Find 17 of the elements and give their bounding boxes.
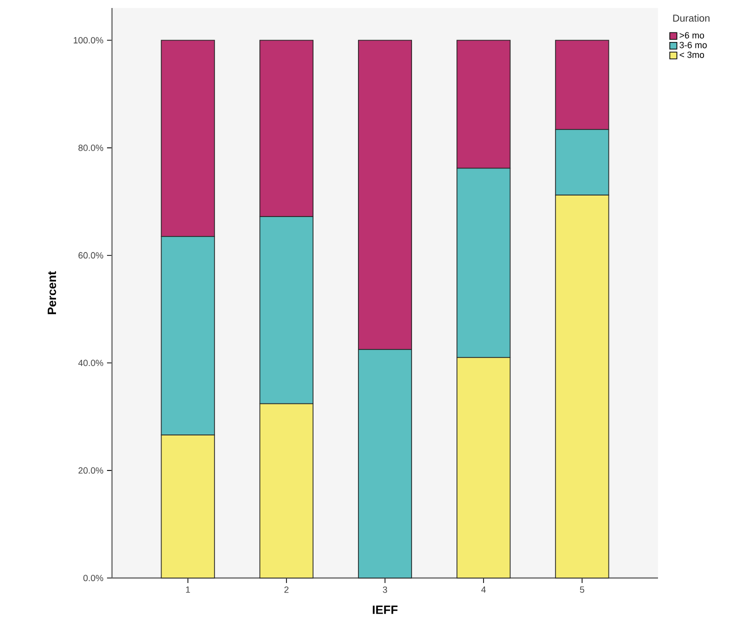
- y-tick-label: 0.0%: [83, 574, 104, 582]
- x-tick-label: 5: [580, 586, 584, 593]
- y-tick-label: 20.0%: [78, 467, 104, 474]
- x-tick-label: 4: [481, 586, 486, 593]
- legend-title: Duration: [673, 14, 710, 22]
- x-tick-label: 2: [284, 586, 288, 593]
- legend-label: >6 mo: [680, 32, 704, 38]
- x-tick-label: 1: [186, 586, 190, 593]
- legend-label: 3-6 mo: [680, 42, 707, 48]
- y-tick-label: 60.0%: [78, 252, 104, 259]
- legend-label: < 3mo: [680, 52, 704, 58]
- y-axis-title: Percent: [48, 271, 56, 314]
- y-tick-label: 100.0%: [74, 37, 104, 44]
- x-axis-title: IEFF: [372, 606, 398, 614]
- x-tick-label: 3: [382, 586, 388, 593]
- y-tick-label: 40.0%: [78, 360, 104, 366]
- y-tick-label: 80.0%: [78, 144, 104, 151]
